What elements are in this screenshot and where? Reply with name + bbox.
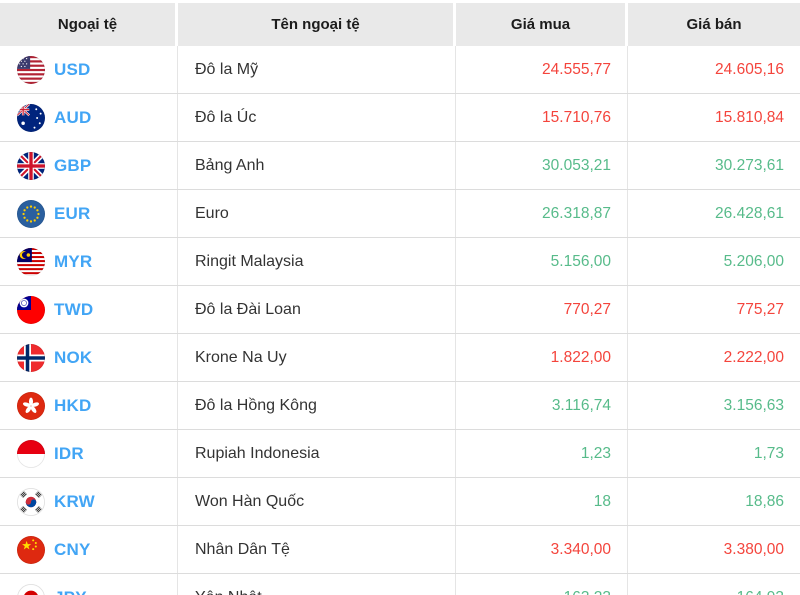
currency-name: Rupiah Indonesia [178,430,456,477]
currency-code-myr[interactable]: MYR [54,251,93,271]
table-row-nok: NOK Krone Na Uy 1.822,00 2.222,00 [0,334,800,382]
table-row-aud: AUD Đô la Úc 15.710,76 15.810,84 [0,94,800,142]
hkd-flag-icon [17,391,45,420]
table-row-usd: USD Đô la Mỹ 24.555,77 24.605,16 [0,46,800,94]
sell-price: 2.222,00 [723,348,784,366]
currency-name: Đô la Đài Loan [178,286,456,333]
sell-price: 30.273,61 [715,156,784,174]
table-header-row: Ngoại tệ Tên ngoại tệ Giá mua Giá bán [0,3,800,46]
jpy-flag-icon [17,583,45,595]
idr-flag-icon [17,439,45,468]
table-row-twd: TWD Đô la Đài Loan 770,27 775,27 [0,286,800,334]
currency-name: Krone Na Uy [178,334,456,381]
buy-price: 163,23 [456,574,628,595]
buy-price: 1.822,00 [456,334,628,381]
usd-flag-icon [17,55,45,84]
table-row-hkd: HKD Đô la Hồng Kông 3.116,74 3.156,63 [0,382,800,430]
currency-name: Đô la Úc [178,94,456,141]
table-row-idr: IDR Rupiah Indonesia 1,23 1,73 [0,430,800,478]
aud-flag-icon [17,103,45,132]
header-gia-ban: Giá bán [628,3,800,46]
currency-name: Won Hàn Quốc [178,478,456,525]
header-gia-mua: Giá mua [456,3,628,46]
buy-price: 30.053,21 [456,142,628,189]
krw-flag-icon [17,487,45,516]
sell-price: 164,93 [628,574,800,595]
buy-price: 24.555,77 [456,46,628,93]
currency-name: Yên Nhật [178,574,456,595]
buy-price: 26.318,87 [456,190,628,237]
currency-code-idr[interactable]: IDR [54,443,84,463]
currency-code-usd[interactable]: USD [54,59,91,79]
sell-price: 775,27 [736,300,784,318]
sell-price: 3.156,63 [723,396,784,414]
currency-code-cny[interactable]: CNY [54,539,91,559]
sell-price: 26.428,61 [715,204,784,222]
cny-flag-icon [17,535,45,564]
currency-code-aud[interactable]: AUD [54,107,92,127]
table-row-krw: KRW Won Hàn Quốc 18 18,86 [0,478,800,526]
buy-price: 18 [456,478,628,525]
nok-flag-icon [17,343,45,372]
sell-price: 1,73 [753,444,784,462]
currency-name: Nhân Dân Tệ [178,526,456,573]
buy-price: 3.116,74 [456,382,628,429]
currency-code-hkd[interactable]: HKD [54,395,92,415]
table-row-cny: CNY Nhân Dân Tệ 3.340,00 3.380,00 [0,526,800,574]
currency-code-krw[interactable]: KRW [54,491,95,511]
buy-price: 5.156,00 [456,238,628,285]
myr-flag-icon [17,247,45,276]
sell-price: 24.605,16 [715,60,784,78]
exchange-rate-table: Ngoại tệ Tên ngoại tệ Giá mua Giá bán US… [0,3,800,595]
currency-name: Ringit Malaysia [178,238,456,285]
sell-price: 5.206,00 [723,252,784,270]
currency-code-twd[interactable]: TWD [54,299,94,319]
header-ngoai-te: Ngoại tệ [0,3,178,46]
sell-price: 18,86 [745,492,784,510]
currency-name: Đô la Hồng Kông [178,382,456,429]
currency-code-eur[interactable]: EUR [54,203,91,223]
buy-price: 1,23 [456,430,628,477]
currency-name: Bảng Anh [178,142,456,189]
currency-code-gbp[interactable]: GBP [54,155,92,175]
table-row-gbp: GBP Bảng Anh 30.053,21 30.273,61 [0,142,800,190]
table-row-jpy: JPY Yên Nhật 163,23 164,93 [0,574,800,595]
table-row-myr: MYR Ringit Malaysia 5.156,00 5.206,00 [0,238,800,286]
buy-price: 3.340,00 [456,526,628,573]
table-row-eur: EUR Euro 26.318,87 26.428,61 [0,190,800,238]
gbp-flag-icon [17,151,45,180]
currency-name: Euro [178,190,456,237]
twd-flag-icon [17,295,45,324]
sell-price: 15.810,84 [715,108,784,126]
header-ten-ngoai-te: Tên ngoại tệ [178,3,456,46]
eur-flag-icon [17,199,45,228]
currency-code-jpy[interactable]: JPY [54,588,87,595]
buy-price: 15.710,76 [456,94,628,141]
buy-price: 770,27 [456,286,628,333]
currency-name: Đô la Mỹ [178,46,456,93]
sell-price: 3.380,00 [723,540,784,558]
currency-code-nok[interactable]: NOK [54,347,93,367]
